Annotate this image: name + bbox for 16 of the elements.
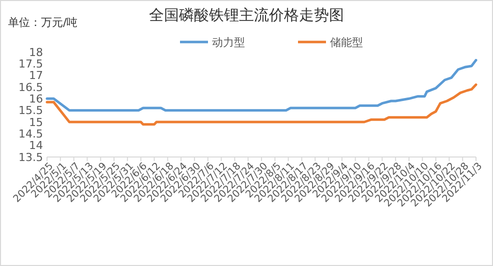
- text: 单位：万元/吨: [8, 16, 78, 29]
- y-tick-label: 17: [29, 69, 43, 82]
- y-tick-label: 15.5: [18, 104, 43, 118]
- line-series: [46, 58, 478, 112]
- y-tick-label: 17.5: [18, 58, 43, 71]
- y-tick-label: 13.5: [18, 150, 43, 164]
- y-tick-label: 14.5: [18, 128, 43, 141]
- chart-title: 全国磷酸铁锂主流价格走势图: [149, 6, 344, 24]
- y-tick-label: 15: [29, 116, 43, 129]
- legend-label: 动力型: [212, 36, 245, 49]
- y-tick-label: 14: [29, 139, 43, 152]
- legend-label: 储能型: [330, 36, 363, 49]
- y-tick-label: 18: [29, 46, 43, 59]
- y-tick-label: 16.5: [18, 80, 43, 94]
- y-tick-label: 16: [29, 92, 43, 106]
- line-series: [46, 83, 478, 126]
